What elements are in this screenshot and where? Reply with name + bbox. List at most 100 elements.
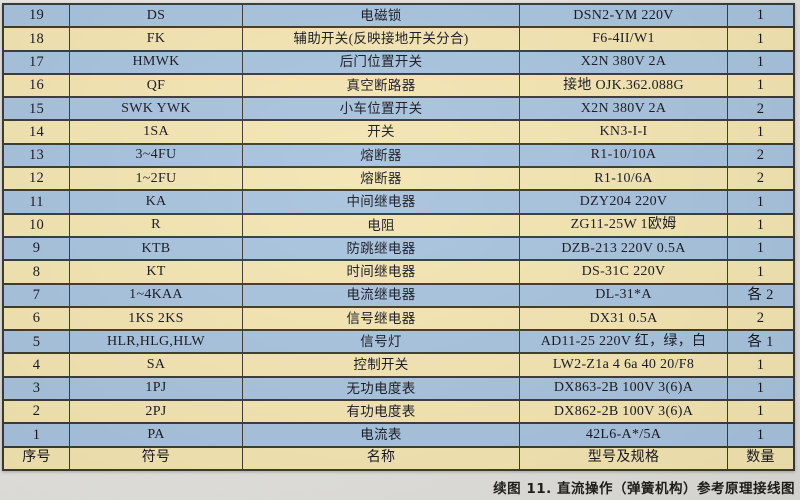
cell-name: 电流表 xyxy=(243,424,520,446)
cell-model: R1-10/6A xyxy=(520,168,728,190)
table-row: 4 SA 控制开关 LW2-Z1a 4 6a 40 20/F8 1 xyxy=(4,354,793,378)
table-row: 17 HMWK 后门位置开关 X2N 380V 2A 1 xyxy=(4,51,793,75)
cell-qty: 1 xyxy=(756,53,765,70)
cell-model: DS-31C 220V xyxy=(520,261,728,283)
table-row: 7 1~4KAA 电流继电器 DL-31*A 各 2 xyxy=(4,284,793,308)
table-row: 2 2PJ 有功电度表 DX862-2B 100V 3(6)A 1 xyxy=(4,401,793,425)
table-row: 16 QF 真空断路器 接地 OJK.362.088G 1 xyxy=(4,74,793,99)
cell-name: 辅助开关(反映接地开关分合) xyxy=(243,28,520,50)
cell-symbol: SWK YWK xyxy=(70,98,243,120)
cell-symbol: HMWK xyxy=(70,51,243,73)
cell-qty: 1 xyxy=(756,240,765,257)
cell-symbol: 2PJ xyxy=(70,401,243,423)
cell-symbol: KA xyxy=(70,191,243,213)
cell-symbol: SA xyxy=(70,354,243,376)
cell-symbol: FK xyxy=(70,28,243,50)
cell-model: 42L6-A*/5A xyxy=(520,424,728,446)
cell-qty: 2 xyxy=(756,100,765,117)
cell-no: 10 xyxy=(4,214,70,236)
cell-qty: 2 xyxy=(756,310,765,327)
cell-no: 9 xyxy=(4,237,70,260)
cell-symbol: 3~4FU xyxy=(70,144,243,167)
cell-no: 4 xyxy=(4,354,70,376)
cell-no: 7 xyxy=(4,284,70,306)
cell-name: 控制开关 xyxy=(243,354,520,376)
cell-name: 电流继电器 xyxy=(243,284,520,306)
cell-no: 8 xyxy=(4,261,70,283)
cell-name: 信号继电器 xyxy=(243,307,520,330)
cell-symbol: 1KS 2KS xyxy=(70,307,243,330)
cell-name: 熔断器 xyxy=(243,144,520,167)
table-row: 11 KA 中间继电器 DZY204 220V 1 xyxy=(4,191,793,215)
cell-model: DZY204 220V xyxy=(520,191,728,213)
table-row: 8 KT 时间继电器 DS-31C 220V 1 xyxy=(4,261,793,285)
cell-name: 开关 xyxy=(243,121,520,143)
table-row: 19 DS 电磁锁 DSN2-YM 220V 1 xyxy=(4,5,793,29)
cell-qty: 各 1 xyxy=(747,333,774,350)
cell-qty: 2 xyxy=(756,147,765,164)
cell-model: DX31 0.5A xyxy=(520,307,728,330)
cell-model: AD11-25 220V 红，绿，白 xyxy=(520,331,728,353)
table-row: 10 R 电阻 ZG11-25W 1欧姆 1 xyxy=(4,214,793,238)
cell-name: 防跳继电器 xyxy=(243,237,520,260)
cell-model: DSN2-YM 220V xyxy=(520,5,728,27)
table-row: 12 1~2FU 熔断器 R1-10/6A 2 xyxy=(4,168,793,192)
cell-qty: 1 xyxy=(756,426,765,443)
cell-qty: 1 xyxy=(756,30,765,47)
cell-name: 真空断路器 xyxy=(243,74,520,97)
cell-no: 3 xyxy=(4,377,70,400)
cell-model: DZB-213 220V 0.5A xyxy=(520,237,728,260)
cell-symbol: 1~2FU xyxy=(70,168,243,190)
cell-symbol: KT xyxy=(70,261,243,283)
cell-no: 6 xyxy=(4,307,70,330)
cell-qty: 1 xyxy=(756,77,765,94)
components-table: 19 DS 电磁锁 DSN2-YM 220V 1 18 FK 辅助开关(反映接地开关分合) F6… xyxy=(2,3,795,471)
cell-model: X2N 380V 2A xyxy=(520,98,728,120)
cell-symbol: DS xyxy=(70,5,243,27)
cell-model: ZG11-25W 1欧姆 xyxy=(520,214,728,236)
cell-symbol: HLR,HLG,HLW xyxy=(70,331,243,353)
table-row: 5 HLR,HLG,HLW 信号灯 AD11-25 220V 红，绿，白 各 1 xyxy=(4,331,793,355)
cell-name: 熔断器 xyxy=(243,168,520,190)
cell-qty: 各 2 xyxy=(747,286,774,303)
table-row: 18 FK 辅助开关(反映接地开关分合) F6-4II/W1 1 xyxy=(4,28,793,52)
header-cell-name: 名称 xyxy=(243,447,520,469)
table-row: 9 KTB 防跳继电器 DZB-213 220V 0.5A 1 xyxy=(4,237,793,262)
cell-name: 时间继电器 xyxy=(243,261,520,283)
cell-name: 小车位置开关 xyxy=(243,98,520,120)
cell-model: DL-31*A xyxy=(520,284,728,306)
table-row: 6 1KS 2KS 信号继电器 DX31 0.5A 2 xyxy=(4,307,793,332)
cell-qty: 2 xyxy=(756,170,765,187)
cell-qty: 1 xyxy=(756,123,765,140)
cell-qty: 1 xyxy=(756,403,765,420)
cell-symbol: QF xyxy=(70,74,243,97)
cell-name: 后门位置开关 xyxy=(243,51,520,73)
cell-no: 18 xyxy=(4,28,70,50)
cell-model: X2N 380V 2A xyxy=(520,51,728,73)
cell-symbol: 1PJ xyxy=(70,377,243,400)
cell-symbol: 1~4KAA xyxy=(70,284,243,306)
cell-model: DX862-2B 100V 3(6)A xyxy=(520,401,728,423)
header-cell-model: 型号及规格 xyxy=(520,447,728,469)
cell-no: 5 xyxy=(4,331,70,353)
cell-name: 信号灯 xyxy=(243,331,520,353)
cell-symbol: PA xyxy=(70,424,243,446)
cell-no: 14 xyxy=(4,121,70,143)
cell-qty: 1 xyxy=(756,7,765,24)
header-cell-no: 序号 xyxy=(4,447,70,469)
cell-model: KN3-I-I xyxy=(520,121,728,143)
figure-caption: 续图 11. 直流操作（弹簧机构）参考原理接线图 xyxy=(493,481,795,497)
cell-no: 15 xyxy=(4,98,70,120)
cell-symbol: 1SA xyxy=(70,121,243,143)
cell-name: 无功电度表 xyxy=(243,377,520,400)
cell-model: F6-4II/W1 xyxy=(520,28,728,50)
cell-name: 电磁锁 xyxy=(243,5,520,27)
table-row: 15 SWK YWK 小车位置开关 X2N 380V 2A 2 xyxy=(4,98,793,122)
cell-no: 19 xyxy=(4,5,70,27)
cell-model: R1-10/10A xyxy=(520,144,728,167)
table-row: 3 1PJ 无功电度表 DX863-2B 100V 3(6)A 1 xyxy=(4,377,793,402)
table-row: 14 1SA 开关 KN3-I-I 1 xyxy=(4,121,793,145)
cell-qty: 1 xyxy=(756,380,765,397)
cell-model: 接地 OJK.362.088G xyxy=(520,74,728,97)
cell-qty: 1 xyxy=(756,356,765,373)
